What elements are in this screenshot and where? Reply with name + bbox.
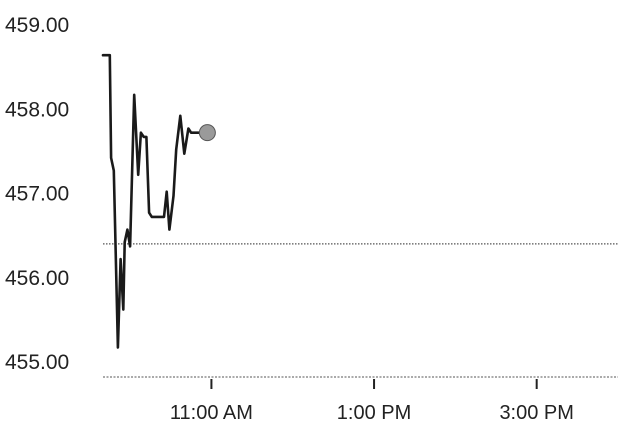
price-line [101, 53, 210, 349]
x-axis: 11:00 AM 1:00 PM 3:00 PM [103, 376, 618, 424]
y-tick-label: 458.00 [5, 98, 69, 121]
y-tick-label: 455.00 [5, 351, 69, 374]
y-tick-label: 456.00 [5, 267, 69, 290]
x-tick-label: 1:00 PM [337, 402, 411, 424]
x-tick-label: 3:00 PM [499, 402, 573, 424]
y-tick-label: 457.00 [5, 183, 69, 206]
y-tick-label: 459.00 [5, 14, 69, 37]
y-axis-ticks: 459.00 458.00 457.00 456.00 455.00 [5, 14, 69, 374]
series-group [101, 53, 216, 349]
last-price-marker [198, 124, 216, 142]
x-tick-label: 11:00 AM [170, 402, 253, 424]
